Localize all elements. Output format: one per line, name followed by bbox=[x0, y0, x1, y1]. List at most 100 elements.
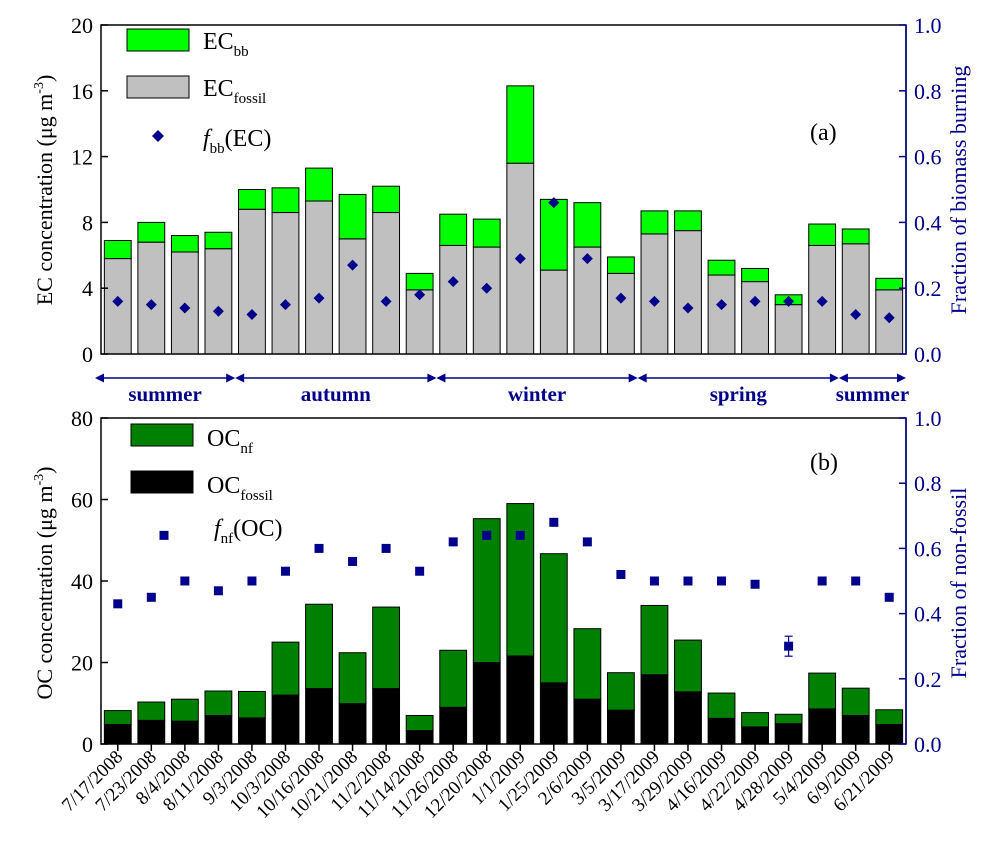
season-arrow-head-right bbox=[829, 373, 839, 383]
bar-ec-bb bbox=[640, 210, 669, 235]
bar-ec-fossil bbox=[338, 238, 367, 355]
panel-a-bars bbox=[103, 85, 904, 355]
point-fnf-oc bbox=[348, 556, 358, 566]
y-tick-label: 20 bbox=[71, 651, 93, 676]
bar-oc-nf bbox=[439, 649, 468, 708]
bar-oc-fossil bbox=[841, 714, 870, 745]
bar-oc-fossil bbox=[875, 723, 904, 745]
point-fnf-oc bbox=[180, 576, 190, 586]
bar-oc-fossil bbox=[506, 655, 535, 745]
bar-oc-fossil bbox=[305, 688, 333, 745]
season-arrow-head-left bbox=[235, 373, 245, 383]
point-fbb-ec bbox=[514, 253, 526, 265]
bar-oc-nf bbox=[707, 692, 736, 719]
point-fnf-oc bbox=[817, 576, 827, 586]
bar-oc-fossil bbox=[204, 714, 233, 745]
panel-b-y2-axis-label: Fraction of non-fossil bbox=[946, 488, 971, 679]
bar-oc-fossil bbox=[439, 706, 468, 745]
bar-ec-fossil bbox=[271, 212, 300, 355]
point-fnf-oc bbox=[649, 576, 659, 586]
panel-b-fnf-points bbox=[113, 517, 894, 657]
y-tick-label: 16 bbox=[71, 79, 93, 104]
legend-label-fbb-ec: fbb(EC) bbox=[203, 126, 271, 157]
point-fbb-ec bbox=[615, 292, 627, 304]
point-fbb-ec bbox=[145, 299, 157, 311]
season-arrow-head-right bbox=[628, 373, 638, 383]
bar-oc-fossil bbox=[238, 717, 266, 745]
legend-swatch-oc-nf bbox=[130, 423, 194, 447]
season-arrow-head-left bbox=[436, 373, 446, 383]
bar-ec-fossil bbox=[405, 289, 434, 355]
bar-oc-fossil bbox=[774, 723, 803, 745]
season-arrows: summer autumn winter spring summer bbox=[95, 373, 909, 406]
legend-swatch-ec-bb bbox=[126, 28, 190, 52]
bar-oc-nf bbox=[674, 639, 702, 693]
season-label: summer bbox=[128, 382, 201, 406]
point-fnf-oc bbox=[213, 586, 223, 596]
bar-ec-bb bbox=[841, 228, 870, 245]
point-fbb-ec bbox=[581, 253, 593, 265]
point-fnf-oc bbox=[582, 537, 592, 547]
bar-oc-fossil bbox=[640, 674, 669, 745]
panel-b-label: (b) bbox=[810, 450, 838, 476]
season-arrow-head-right bbox=[897, 373, 906, 383]
bar-ec-bb bbox=[741, 267, 769, 283]
y-tick-label: 8 bbox=[82, 210, 93, 235]
bar-oc-fossil bbox=[674, 691, 702, 745]
y2-tick-label: 0.2 bbox=[914, 667, 942, 692]
bar-ec-bb bbox=[573, 202, 602, 248]
point-fbb-ec bbox=[112, 295, 124, 307]
point-fnf-oc bbox=[314, 543, 324, 553]
bar-oc-fossil bbox=[170, 720, 199, 745]
point-fnf-oc bbox=[549, 517, 559, 527]
point-fbb-ec bbox=[246, 309, 258, 321]
y2-tick-label: 0.0 bbox=[914, 342, 942, 367]
bar-ec-fossil bbox=[573, 246, 602, 355]
point-fnf-oc bbox=[717, 576, 727, 586]
legend-label-ec-fossil: ECfossil bbox=[203, 76, 266, 107]
panel-a-y2-axis-label: Fraction of biomass burning bbox=[946, 66, 971, 315]
season-label: spring bbox=[710, 382, 768, 406]
bar-ec-bb bbox=[472, 218, 501, 248]
panel-b-y-ticks: 0 20 40 60 80 bbox=[71, 406, 108, 757]
panel-b-y2-ticks: 0.0 0.2 0.4 0.6 0.8 1.0 bbox=[899, 406, 942, 757]
point-fnf-oc bbox=[448, 537, 458, 547]
season-arrow: winter bbox=[436, 373, 638, 406]
bar-ec-fossil bbox=[539, 269, 568, 355]
bar-ec-fossil bbox=[640, 233, 669, 355]
bar-ec-bb bbox=[808, 223, 837, 246]
bar-ec-fossil bbox=[137, 241, 166, 355]
bar-oc-nf bbox=[841, 687, 870, 716]
legend-label-ec-bb: ECbb bbox=[203, 29, 249, 60]
panel-a-fbb-points bbox=[112, 197, 895, 324]
panel-b-y-axis-label: OC concentration (μg m-3) bbox=[32, 466, 57, 699]
bar-oc-nf bbox=[338, 652, 367, 705]
bar-oc-fossil bbox=[606, 709, 635, 745]
point-fbb-ec bbox=[179, 302, 191, 314]
bar-ec-bb bbox=[606, 256, 635, 274]
bar-oc-fossil bbox=[808, 708, 837, 745]
season-arrow-head-left bbox=[838, 373, 848, 383]
point-fbb-ec bbox=[347, 259, 359, 271]
bar-oc-nf bbox=[774, 713, 803, 725]
season-label: autumn bbox=[301, 382, 371, 406]
bar-ec-bb bbox=[137, 221, 166, 243]
point-fbb-ec bbox=[447, 276, 459, 288]
point-fbb-ec bbox=[648, 295, 660, 307]
bar-ec-bb bbox=[875, 277, 904, 291]
bar-oc-nf bbox=[305, 603, 333, 690]
panel-b-legend: OCnf OCfossil fnf(OC) bbox=[130, 423, 283, 547]
point-fbb-ec bbox=[380, 295, 392, 307]
point-fnf-oc bbox=[482, 530, 492, 540]
bar-ec-bb bbox=[405, 272, 434, 291]
panel-a-y-ticks: 0 4 8 12 16 20 bbox=[71, 13, 108, 367]
bar-oc-nf bbox=[170, 698, 199, 722]
panel-a-ec: 0 4 8 12 16 20 0.0 0.2 0.4 0.6 0.8 1.0 EC concentr… bbox=[32, 13, 971, 367]
x-axis-tick-labels: 7/17/20087/23/20088/4/20088/11/20089/3/2… bbox=[58, 744, 899, 823]
point-fnf-oc bbox=[113, 599, 123, 609]
legend-marker-fbb-ec bbox=[152, 130, 164, 142]
bar-ec-bb bbox=[238, 189, 266, 210]
bar-ec-bb bbox=[305, 167, 333, 202]
bar-oc-nf bbox=[238, 690, 266, 719]
